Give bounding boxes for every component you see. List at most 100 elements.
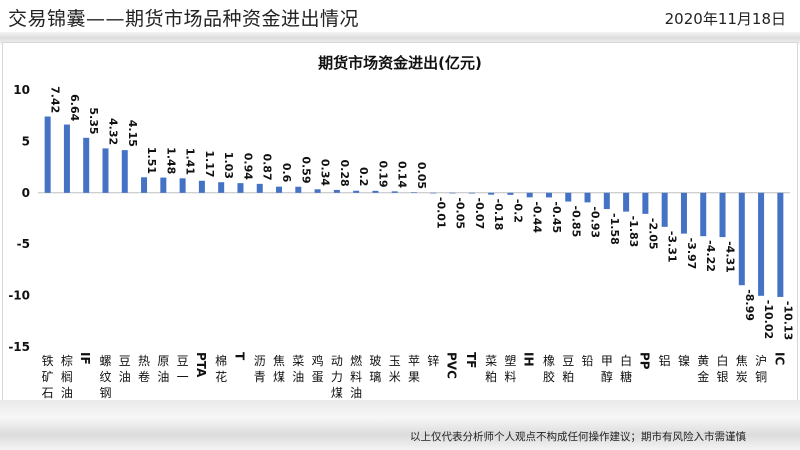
data-label: 0.19 (376, 160, 389, 187)
data-label: 4.15 (126, 120, 139, 147)
category-label: 玻璃 (369, 354, 381, 384)
data-label: -4.22 (704, 240, 717, 272)
category-label: 动力煤 (331, 354, 343, 400)
bar (449, 192, 456, 194)
category-label: 焦炭 (736, 354, 748, 384)
bar (526, 192, 533, 198)
bar (680, 192, 687, 234)
bar (121, 150, 128, 193)
data-label: 5.35 (87, 107, 100, 134)
footer-decoration-band (0, 400, 800, 450)
category-label: 菜粕 (485, 354, 497, 384)
category-label: PVC (445, 352, 459, 379)
data-label: 0.87 (261, 153, 274, 180)
bar (63, 124, 70, 193)
bar (179, 178, 186, 193)
bar (276, 186, 283, 193)
bar (430, 192, 437, 194)
data-label: -4.31 (724, 241, 737, 273)
data-label: -0.18 (492, 199, 505, 231)
category-label: 铁矿石 (42, 354, 54, 400)
bar (314, 189, 321, 193)
category-label: T (232, 352, 246, 361)
bar (333, 189, 340, 193)
data-label: 0.6 (280, 163, 293, 183)
data-label: -10.02 (762, 300, 775, 339)
bar (623, 192, 630, 212)
data-label: 0.05 (415, 162, 428, 189)
category-label: 鸡蛋 (312, 353, 324, 384)
data-label: -0.85 (569, 206, 582, 238)
bar (661, 192, 668, 227)
bar (488, 192, 495, 195)
category-label: 焦煤 (273, 354, 285, 384)
bar (198, 180, 205, 193)
data-label: 1.48 (164, 147, 177, 174)
data-label: 0.34 (319, 159, 332, 186)
category-label: 沪铜 (755, 354, 767, 384)
bar (584, 192, 591, 203)
header-bar: 交易锦囊——期货市场品种资金进出情况 2020年11月18日 (0, 0, 800, 38)
data-label: -2.05 (646, 218, 659, 250)
category-label: 热卷 (138, 354, 150, 384)
bar (507, 192, 514, 195)
data-label: -0.93 (589, 206, 602, 238)
bar (468, 192, 475, 194)
data-label: -0.2 (511, 199, 524, 223)
bar (758, 192, 765, 296)
category-label: 锌 (427, 354, 439, 368)
data-label: -1.58 (608, 213, 621, 245)
bar (719, 192, 726, 238)
data-label: 0.14 (396, 161, 409, 188)
bar (545, 192, 552, 198)
bar (565, 192, 572, 202)
category-label: 豆粕 (562, 354, 574, 384)
y-tick-label: 0 (22, 186, 30, 200)
y-tick-label: -10 (8, 289, 30, 303)
data-label: 4.32 (106, 118, 119, 145)
category-label: IF (78, 352, 92, 365)
category-label: TF (464, 352, 478, 368)
disclaimer-text: 以上仅代表分析师个人观点不构成任何操作建议；期市有风险入市需谨慎 (410, 431, 746, 443)
y-tick-label: 10 (13, 83, 30, 97)
data-label: 1.17 (203, 150, 216, 177)
data-label: -1.83 (627, 216, 640, 248)
data-label: 6.64 (68, 94, 81, 121)
bar (642, 192, 649, 214)
bar (218, 182, 225, 193)
data-label: 1.51 (145, 147, 158, 174)
category-label: 黄金 (697, 354, 709, 384)
category-label: 白银 (717, 353, 729, 384)
data-label: 1.03 (222, 152, 235, 179)
bar (777, 192, 784, 297)
y-tick-label: -15 (8, 340, 30, 354)
category-label: 铅 (582, 354, 594, 368)
bar (738, 192, 745, 286)
category-label: 豆油 (119, 354, 131, 384)
bar (83, 137, 90, 193)
category-label: 塑料 (504, 353, 516, 384)
header-decoration-band (0, 32, 800, 44)
bar (391, 191, 398, 193)
data-label: -0.05 (454, 197, 467, 229)
bar (237, 183, 244, 193)
category-label: PTA (194, 352, 208, 378)
data-label: 0.2 (357, 167, 370, 187)
category-label: 玉米 (389, 354, 401, 384)
chart-data-labels: 7.42 6.64 5.35 4.32 4.15 1.51 1.48 1.41 1.17 1.03… (49, 86, 795, 340)
data-label: -0.07 (473, 198, 486, 230)
data-label: -0.44 (531, 201, 544, 233)
data-label: 0.28 (338, 160, 351, 187)
bar (295, 186, 302, 193)
category-label: IC (772, 352, 786, 365)
category-label: IH (522, 352, 536, 367)
bar (353, 190, 360, 193)
bar (700, 192, 707, 237)
y-tick-label: 5 (22, 134, 30, 148)
bar (256, 183, 263, 193)
chart-axes: 10 5 0 -5 -10 -15 (8, 83, 790, 354)
data-label: 7.42 (49, 86, 62, 113)
bar (141, 177, 148, 193)
category-label: 棉花 (215, 354, 227, 384)
